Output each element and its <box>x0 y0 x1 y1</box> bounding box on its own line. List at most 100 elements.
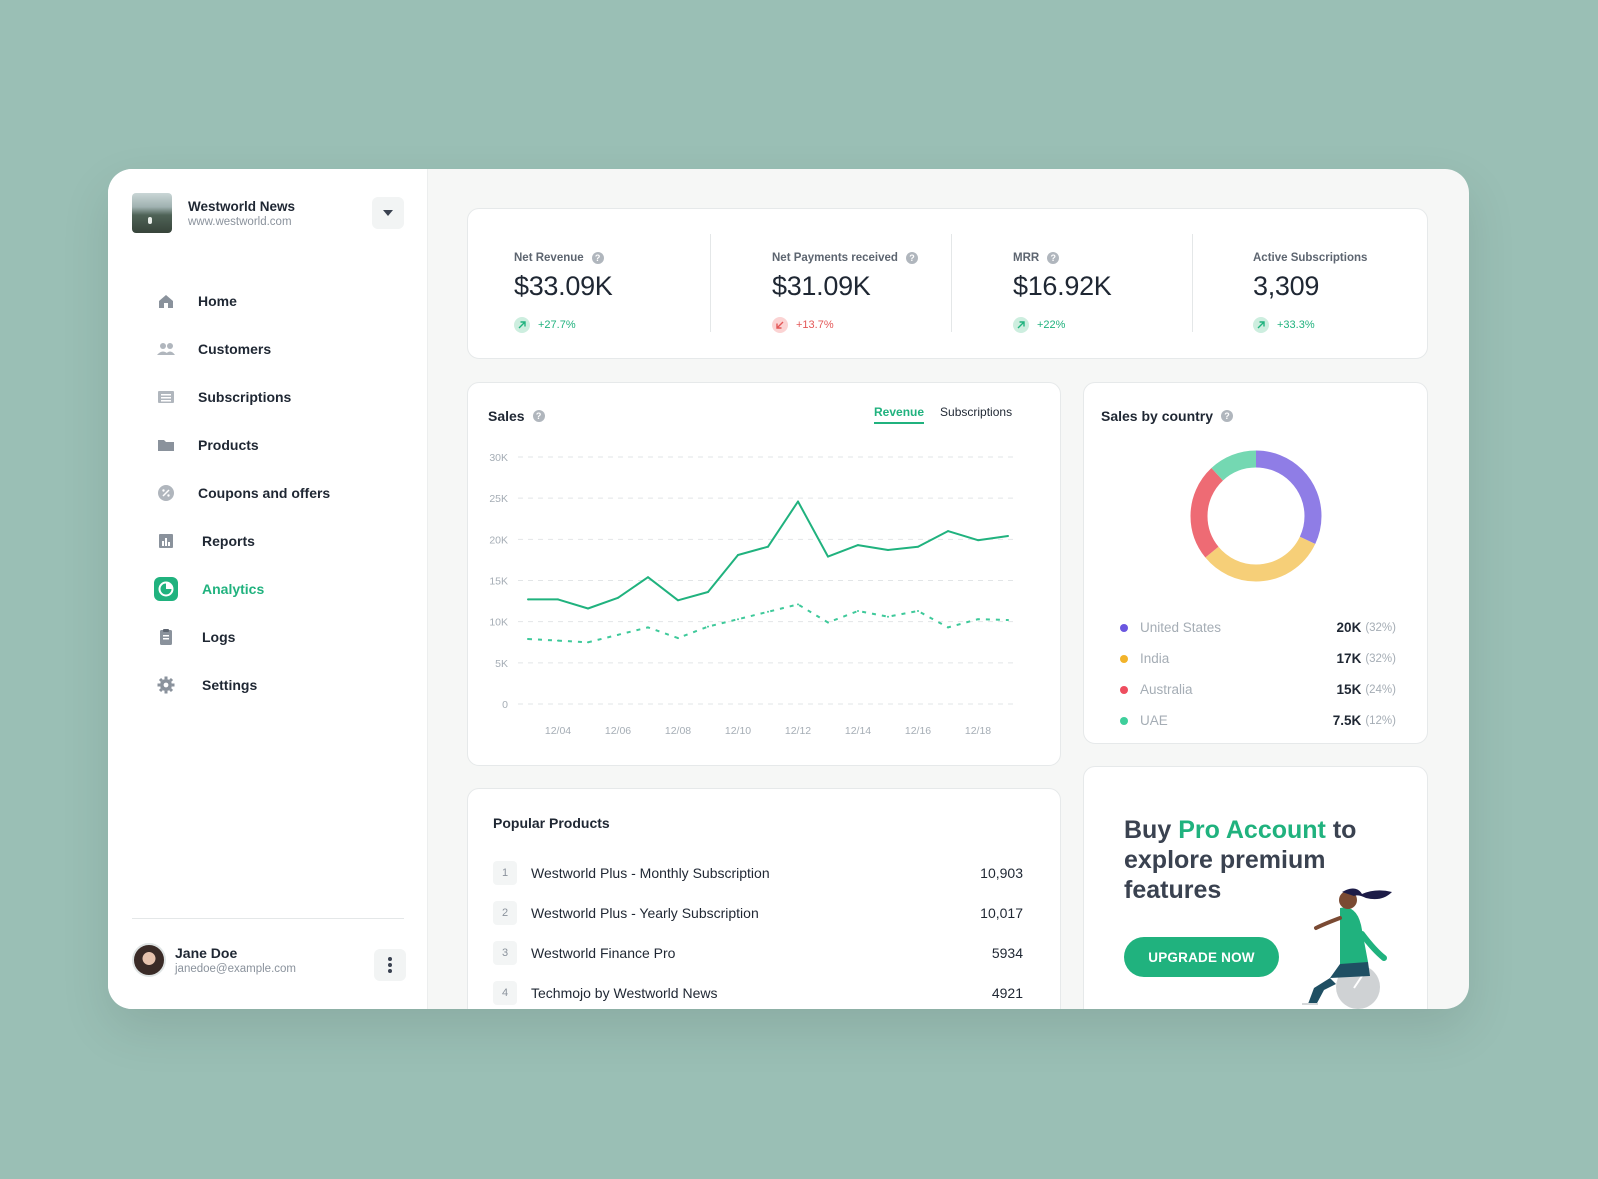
kpi-delta: +33.3% <box>1253 317 1315 333</box>
product-count: 5934 <box>991 945 1023 961</box>
kpi-value: $33.09K <box>514 271 613 301</box>
popular-products-card: Popular Products 1 Westworld Plus - Month… <box>467 788 1061 1009</box>
sidebar-item-coupons-and-offers[interactable]: Coupons and offers <box>154 469 404 517</box>
sales-card: Sales ? Revenue Subscriptions 30K 25K 20K 15… <box>467 382 1061 766</box>
data-point <box>797 603 799 606</box>
promo-suffix: to explore premium features <box>1124 816 1357 904</box>
list-icon <box>154 385 178 409</box>
data-point <box>887 615 889 618</box>
sidebar-nav: Home Customers Subscriptions Products Coupon… <box>154 277 404 709</box>
upgrade-promo-card: Buy Pro Account to explore premium featu… <box>1083 766 1428 1009</box>
sidebar-item-customers[interactable]: Customers <box>154 325 404 373</box>
sidebar-item-products[interactable]: Products <box>154 421 404 469</box>
sidebar-item-label: Logs <box>202 629 236 645</box>
data-point <box>557 639 559 642</box>
data-point <box>707 625 709 628</box>
sidebar-item-logs[interactable]: Logs <box>154 613 404 661</box>
sidebar-item-subscriptions[interactable]: Subscriptions <box>154 373 404 421</box>
user-menu-button[interactable] <box>374 949 406 981</box>
data-point <box>917 609 919 612</box>
x-tick-label: 12/16 <box>905 725 931 737</box>
country-legend: United States 20K (32%) India 17K (32%) Austra… <box>1120 612 1396 736</box>
data-point <box>1007 535 1009 538</box>
y-tick-label: 20K <box>489 534 508 546</box>
country-percent: (32%) <box>1365 652 1396 665</box>
kebab-icon <box>388 957 392 973</box>
help-icon[interactable]: ? <box>1047 252 1060 264</box>
legend-dot <box>1120 716 1128 725</box>
help-icon[interactable]: ? <box>1221 410 1234 422</box>
user-profile[interactable]: Jane Doe janedoe@example.com <box>132 943 296 977</box>
data-point <box>557 598 559 601</box>
country-row: UAE 7.5K (12%) <box>1120 705 1396 736</box>
org-switcher[interactable]: Westworld News www.westworld.com <box>132 193 295 233</box>
folder-icon <box>154 433 178 457</box>
data-point <box>527 598 529 601</box>
data-point <box>647 576 649 579</box>
sales-title: Sales <box>488 408 525 424</box>
data-point <box>917 545 919 548</box>
org-dropdown-button[interactable] <box>372 197 404 229</box>
arrow-down-left-icon <box>772 317 788 333</box>
sidebar-item-label: Products <box>198 437 259 453</box>
y-tick-label: 0 <box>502 699 508 711</box>
donut-slice-australia <box>1190 450 1322 582</box>
person-sitting-illustration <box>1302 888 1392 1009</box>
data-point <box>797 500 799 503</box>
list-item[interactable]: 3 Westworld Finance Pro 5934 <box>493 933 1023 973</box>
list-item[interactable]: 2 Westworld Plus - Yearly Subscription 10,… <box>493 893 1023 933</box>
product-rank: 4 <box>493 981 517 1005</box>
legend-dot <box>1120 685 1128 694</box>
data-point <box>827 621 829 624</box>
kpi-delta: +27.7% <box>514 317 576 333</box>
sidebar-item-settings[interactable]: Settings <box>154 661 404 709</box>
arrow-up-right-icon <box>1013 317 1029 333</box>
help-icon[interactable]: ? <box>532 410 545 422</box>
kpi-delta-value: +13.7% <box>796 319 834 331</box>
data-point <box>647 626 649 629</box>
data-point <box>737 553 739 556</box>
sidebar-item-analytics[interactable]: Analytics <box>154 565 404 613</box>
country-value: 7.5K <box>1332 713 1362 728</box>
y-tick-label: 25K <box>489 493 508 505</box>
kpi-card: Net Revenue? $33.09K +27.7% Net Payments re… <box>467 208 1428 359</box>
product-count: 10,017 <box>980 905 1023 921</box>
kpi-delta-value: +33.3% <box>1277 319 1315 331</box>
data-point <box>947 626 949 629</box>
product-name: Westworld Plus - Monthly Subscription <box>531 865 770 881</box>
legend-dot <box>1120 623 1128 632</box>
bar-chart-icon <box>154 529 178 553</box>
data-point <box>767 545 769 548</box>
country-value: 20K <box>1336 620 1362 635</box>
country-value: 17K <box>1336 651 1362 666</box>
divider <box>132 918 404 919</box>
kpi-delta-value: +22% <box>1037 319 1066 331</box>
list-item[interactable]: 4 Techmojo by Westworld News 4921 <box>493 973 1023 1009</box>
sidebar: Westworld News www.westworld.com Home Cus… <box>108 169 428 1009</box>
sidebar-item-reports[interactable]: Reports <box>154 517 404 565</box>
list-item[interactable]: 1 Westworld Plus - Monthly Subscription 10… <box>493 853 1023 893</box>
tab-subscriptions[interactable]: Subscriptions <box>940 405 1013 419</box>
help-icon[interactable]: ? <box>591 252 604 264</box>
data-point <box>767 610 769 613</box>
product-rank: 3 <box>493 941 517 965</box>
arrow-up-right-icon <box>514 317 530 333</box>
series-line-dashed <box>527 603 1009 644</box>
user-name: Jane Doe <box>175 945 238 961</box>
x-tick-label: 12/10 <box>725 725 751 737</box>
legend-dot <box>1120 654 1128 663</box>
data-point <box>827 555 829 558</box>
data-point <box>737 618 739 621</box>
data-point <box>677 637 679 640</box>
country-row: Australia 15K (24%) <box>1120 674 1396 705</box>
upgrade-now-button[interactable]: UPGRADE NOW <box>1124 937 1279 977</box>
kpi-value: $16.92K <box>1013 271 1112 301</box>
help-icon[interactable]: ? <box>905 252 918 264</box>
country-row: United States 20K (32%) <box>1120 612 1396 643</box>
kpi-divider <box>710 234 711 332</box>
pie-chart-icon <box>154 577 178 601</box>
country-title: Sales by country <box>1101 408 1214 424</box>
clipboard-icon <box>154 625 178 649</box>
tab-revenue[interactable]: Revenue <box>874 405 925 424</box>
sidebar-item-home[interactable]: Home <box>154 277 404 325</box>
